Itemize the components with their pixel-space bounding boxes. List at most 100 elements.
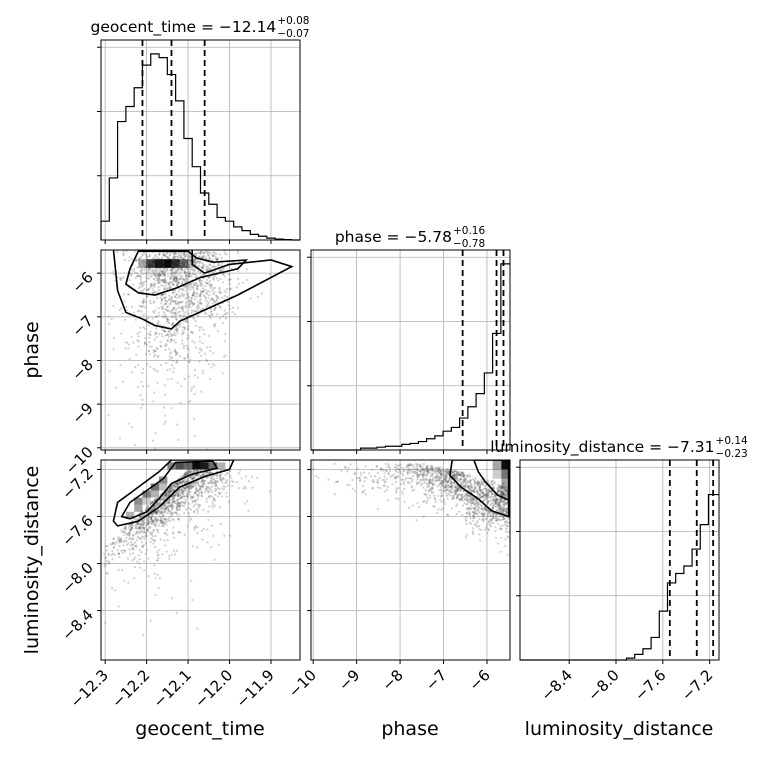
scatter-point-geocent_time-vs-luminosity_distance (182, 495, 186, 498)
scatter-point-phase-vs-luminosity_distance (499, 508, 502, 511)
scatter-point-phase-vs-luminosity_distance (505, 510, 508, 513)
scatter-point-phase-vs-luminosity_distance (497, 515, 500, 518)
panel-title-phase: phase = −5.78 +0.16−0.78 (335, 225, 486, 250)
scatter-point-geocent_time-vs-phase (209, 267, 212, 270)
scatter-point-geocent_time-vs-luminosity_distance (141, 520, 144, 523)
scatter-point-geocent_time-vs-phase (199, 253, 202, 256)
scatter-point-phase-vs-luminosity_distance (434, 466, 437, 469)
scatter-point-phase-vs-luminosity_distance (431, 487, 434, 490)
scatter-point-phase-vs-luminosity_distance (472, 507, 475, 510)
scatter-point-geocent_time-vs-luminosity_distance (177, 531, 180, 534)
scatter-point-geocent_time-vs-phase (159, 345, 163, 348)
scatter-point-geocent_time-vs-luminosity_distance (207, 482, 210, 485)
scatter-point-geocent_time-vs-luminosity_distance (222, 485, 225, 488)
scatter-point-geocent_time-vs-luminosity_distance (164, 497, 167, 500)
scatter-point-geocent_time-vs-luminosity_distance (118, 545, 121, 548)
scatter-point-geocent_time-vs-phase (157, 279, 160, 282)
scatter-point-phase-vs-luminosity_distance (451, 471, 454, 474)
scatter-point-geocent_time-vs-luminosity_distance (161, 513, 164, 517)
scatter-point-geocent_time-vs-luminosity_distance (154, 540, 157, 543)
scatter-point-geocent_time-vs-phase (193, 252, 196, 255)
scatter-point-geocent_time-vs-phase (134, 276, 137, 280)
scatter-point-phase-vs-luminosity_distance (415, 483, 418, 486)
scatter-point-geocent_time-vs-phase (200, 266, 203, 269)
scatter-point-phase-vs-luminosity_distance (406, 468, 409, 471)
scatter-point-geocent_time-vs-phase (206, 268, 209, 271)
scatter-point-geocent_time-vs-phase (200, 290, 203, 293)
scatter-point-geocent_time-vs-phase (136, 339, 139, 342)
scatter-point-phase-vs-luminosity_distance (383, 481, 386, 484)
scatter-point-geocent_time-vs-luminosity_distance (196, 532, 199, 535)
scatter-point-geocent_time-vs-luminosity_distance (200, 494, 203, 497)
scatter-point-geocent_time-vs-luminosity_distance (185, 473, 188, 476)
scatter-point-phase-vs-luminosity_distance (485, 509, 488, 512)
scatter-point-geocent_time-vs-phase (222, 267, 225, 271)
scatter-point-geocent_time-vs-luminosity_distance (191, 496, 194, 499)
scatter-point-phase-vs-luminosity_distance (422, 468, 426, 471)
scatter-point-geocent_time-vs-phase (175, 281, 178, 284)
scatter-point-geocent_time-vs-phase (170, 356, 173, 359)
scatter-point-phase-vs-luminosity_distance (441, 469, 444, 472)
scatter-point-geocent_time-vs-phase (170, 276, 173, 279)
scatter-point-geocent_time-vs-luminosity_distance (136, 532, 139, 535)
scatter-point-geocent_time-vs-luminosity_distance (183, 494, 186, 498)
scatter-point-geocent_time-vs-luminosity_distance (151, 531, 154, 534)
scatter-point-geocent_time-vs-phase (143, 306, 146, 309)
scatter-point-phase-vs-luminosity_distance (439, 473, 443, 476)
scatter-point-phase-vs-luminosity_distance (504, 507, 507, 510)
scatter-point-phase-vs-luminosity_distance (470, 495, 473, 498)
scatter-point-geocent_time-vs-phase (226, 300, 230, 303)
scatter-point-phase-vs-luminosity_distance (465, 503, 468, 506)
scatter-point-geocent_time-vs-phase (159, 340, 162, 343)
scatter-point-phase-vs-luminosity_distance (443, 477, 446, 480)
scatter-point-geocent_time-vs-phase (173, 276, 176, 279)
scatter-point-phase-vs-luminosity_distance (431, 479, 434, 482)
scatter-point-phase-vs-luminosity_distance (388, 466, 392, 470)
scatter-point-phase-vs-luminosity_distance (426, 496, 429, 499)
scatter-point-phase-vs-luminosity_distance (476, 502, 479, 505)
tick-label-x-geocent_time-2: −12.1 (150, 666, 195, 711)
scatter-point-phase-vs-luminosity_distance (495, 516, 498, 520)
scatter-point-phase-vs-luminosity_distance (451, 474, 455, 477)
scatter-point-geocent_time-vs-luminosity_distance (134, 524, 138, 527)
scatter-point-geocent_time-vs-phase (208, 377, 212, 381)
scatter-point-geocent_time-vs-luminosity_distance (173, 494, 176, 497)
scatter-point-geocent_time-vs-phase (211, 313, 214, 316)
scatter-point-geocent_time-vs-phase (183, 326, 186, 330)
scatter-point-geocent_time-vs-luminosity_distance (171, 504, 174, 507)
scatter-point-geocent_time-vs-luminosity_distance (189, 485, 192, 488)
scatter-point-phase-vs-luminosity_distance (465, 512, 468, 515)
scatter-point-geocent_time-vs-phase (166, 318, 169, 321)
scatter-point-phase-vs-luminosity_distance (395, 487, 398, 490)
scatter-point-phase-vs-luminosity_distance (474, 503, 477, 506)
scatter-point-phase-vs-luminosity_distance (423, 473, 426, 476)
scatter-point-phase-vs-luminosity_distance (441, 473, 444, 476)
scatter-point-geocent_time-vs-luminosity_distance (111, 549, 114, 553)
scatter-point-geocent_time-vs-phase (156, 279, 159, 282)
scatter-point-geocent_time-vs-luminosity_distance (141, 545, 144, 548)
scatter-point-geocent_time-vs-phase (199, 298, 202, 301)
scatter-point-phase-vs-luminosity_distance (473, 513, 476, 516)
scatter-point-geocent_time-vs-phase (183, 256, 186, 259)
scatter-point-geocent_time-vs-luminosity_distance (150, 520, 153, 523)
scatter-point-geocent_time-vs-phase (130, 335, 133, 338)
scatter-point-geocent_time-vs-luminosity_distance (117, 552, 121, 555)
scatter-point-geocent_time-vs-phase (137, 258, 140, 261)
scatter-point-geocent_time-vs-phase (194, 324, 197, 327)
scatter-point-geocent_time-vs-luminosity_distance (151, 520, 155, 523)
scatter-point-geocent_time-vs-luminosity_distance (196, 489, 199, 492)
scatter-point-phase-vs-luminosity_distance (452, 481, 455, 484)
scatter-point-geocent_time-vs-phase (127, 347, 130, 350)
scatter-point-geocent_time-vs-luminosity_distance (155, 504, 158, 508)
scatter-point-geocent_time-vs-luminosity_distance (180, 497, 183, 500)
scatter-point-geocent_time-vs-phase (178, 278, 181, 281)
scatter-point-geocent_time-vs-luminosity_distance (176, 485, 179, 488)
scatter-point-geocent_time-vs-phase (195, 261, 198, 264)
scatter-point-geocent_time-vs-luminosity_distance (146, 522, 149, 525)
scatter-point-geocent_time-vs-luminosity_distance (185, 508, 188, 511)
scatter-point-geocent_time-vs-phase (166, 274, 169, 277)
scatter-point-phase-vs-luminosity_distance (465, 482, 468, 486)
scatter-point-phase-vs-luminosity_distance (471, 485, 474, 489)
scatter-point-geocent_time-vs-phase (173, 314, 177, 318)
scatter-point-phase-vs-luminosity_distance (487, 528, 490, 531)
